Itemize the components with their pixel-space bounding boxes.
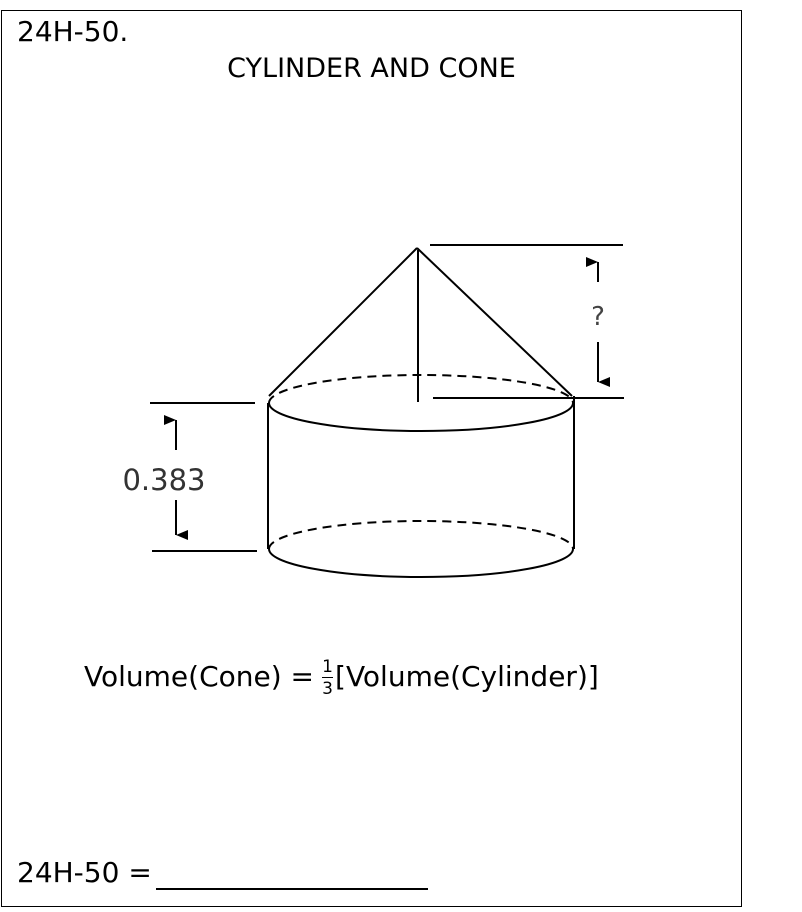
cone-height-label: ? <box>591 302 605 332</box>
cylinder-height-label: 0.383 <box>122 463 205 497</box>
problem-card <box>1 10 742 907</box>
problem-title: CYLINDER AND CONE <box>227 53 516 84</box>
problem-number: 24H-50. <box>17 15 129 48</box>
cone <box>268 247 574 404</box>
cylinder <box>267 396 575 578</box>
fraction-bar <box>322 677 334 678</box>
answer-line: 24H-50 = <box>17 856 428 890</box>
cone-right-slant <box>416 247 573 397</box>
cylinder-top-front <box>268 402 574 432</box>
cone-height-dimension <box>430 244 624 399</box>
fraction-denominator: 3 <box>322 679 333 699</box>
cylinder-bottom-back-dashed <box>268 520 574 550</box>
one-third-fraction: 1 3 <box>322 657 334 699</box>
fraction-numerator: 1 <box>322 657 333 677</box>
volume-formula: Volume(Cone) = 1 3 [Volume(Cylinder)] <box>84 652 599 702</box>
cylinder-bottom-front <box>268 548 574 578</box>
formula-rhs: [Volume(Cylinder)] <box>335 660 599 693</box>
cylinder-height-dimension <box>150 402 257 552</box>
answer-label: 24H-50 = <box>17 856 152 889</box>
cone-left-slant <box>268 247 418 397</box>
formula-lhs: Volume(Cone) = <box>84 660 315 693</box>
cone-base-back-dashed <box>268 374 574 404</box>
answer-blank[interactable] <box>155 858 428 890</box>
